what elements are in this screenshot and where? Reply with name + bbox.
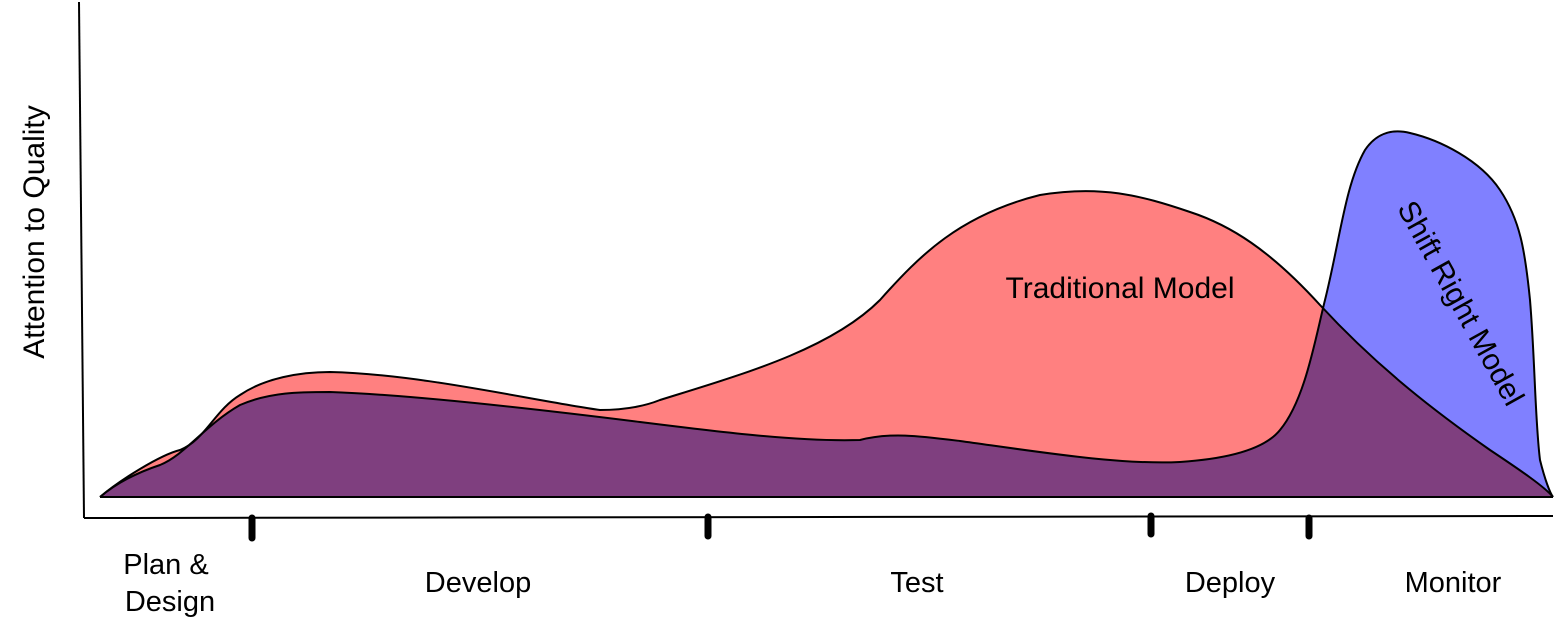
stage-label-test: Test: [890, 567, 943, 599]
stage-label-line: Design: [125, 586, 215, 618]
stage-label-plan-design: Plan & Design: [123, 549, 217, 618]
y-axis-title: Attention to Quality: [18, 105, 51, 358]
traditional-model-outline: [99, 190, 1554, 498]
stage-label-monitor: Monitor: [1405, 567, 1502, 599]
stage-ticks: [248, 512, 1313, 542]
stage-label-deploy: Deploy: [1185, 567, 1276, 599]
traditional-model-label: Traditional Model: [1006, 272, 1235, 305]
x-axis-line: [83, 515, 1554, 519]
stage-label-line: Plan &: [123, 549, 208, 581]
shift-right-model-outline: [99, 130, 1554, 498]
stage-label-develop: Develop: [425, 567, 531, 599]
y-axis-line: [78, 1, 85, 519]
